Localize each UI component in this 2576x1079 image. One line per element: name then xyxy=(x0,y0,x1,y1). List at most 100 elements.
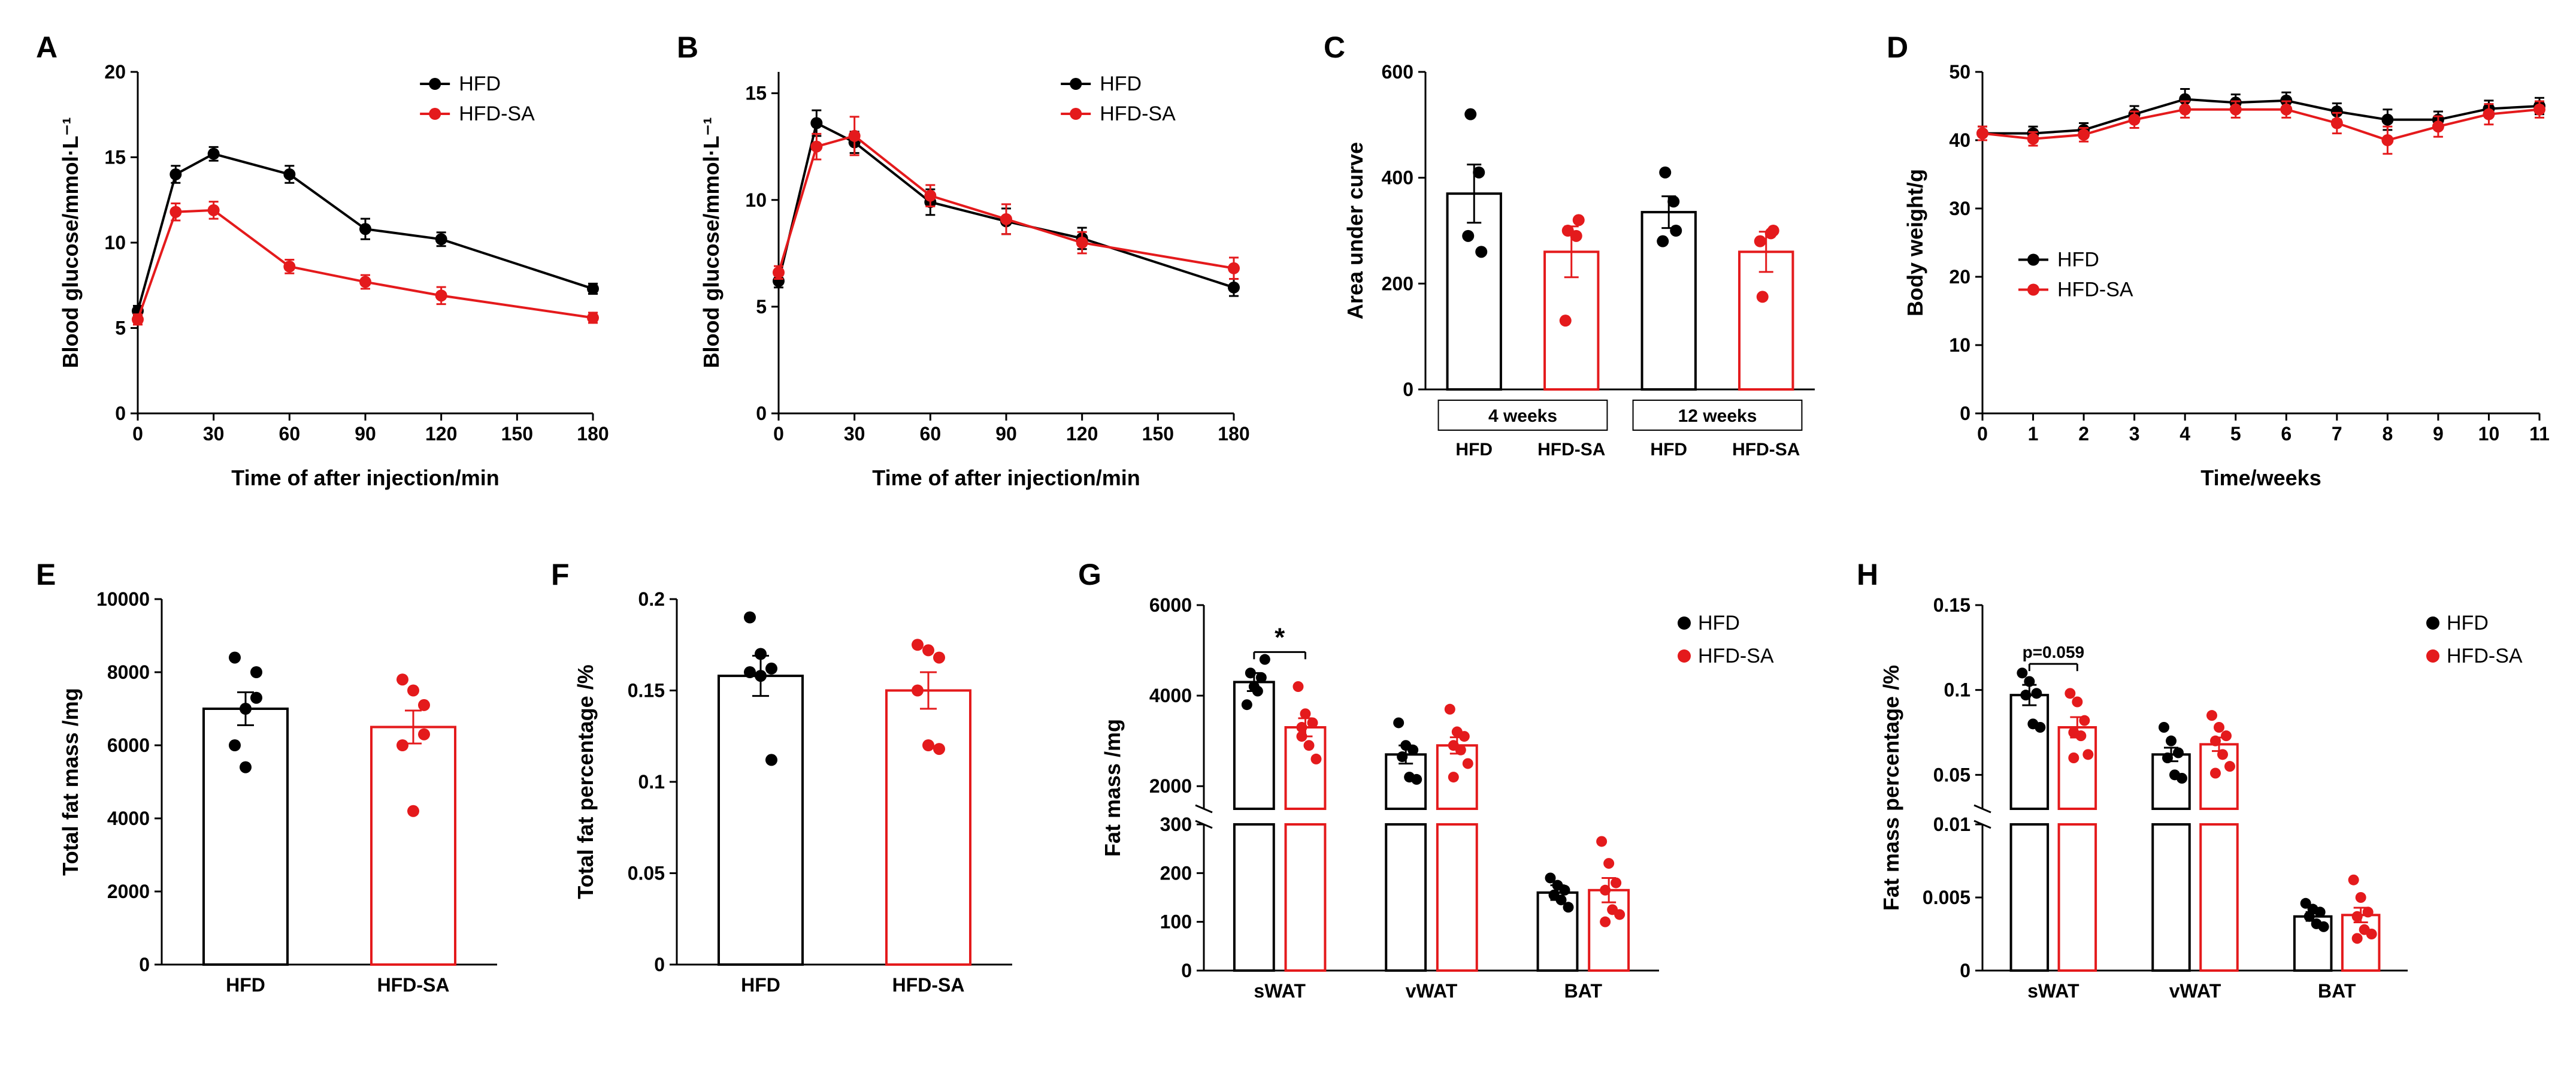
svg-text:HFD-SA: HFD-SA xyxy=(1537,440,1605,460)
svg-text:sWAT: sWAT xyxy=(2027,980,2079,1002)
panel-g: 0100200300200040006000Fat mass /mgsWAT*v… xyxy=(1090,575,1815,1036)
svg-text:0: 0 xyxy=(1181,960,1192,981)
svg-text:HFD-SA: HFD-SA xyxy=(2057,279,2133,301)
svg-text:0.15: 0.15 xyxy=(628,680,665,702)
svg-text:100: 100 xyxy=(1160,911,1192,933)
svg-text:8: 8 xyxy=(2382,423,2393,445)
svg-text:10: 10 xyxy=(2478,423,2500,445)
panel-b: 0306090120150180051015Time of after inje… xyxy=(689,48,1258,509)
panel-a: 030609012015018005101520Time of after in… xyxy=(48,48,617,509)
svg-text:HFD: HFD xyxy=(2057,249,2099,271)
svg-text:0.1: 0.1 xyxy=(1944,679,1970,701)
svg-text:6000: 6000 xyxy=(107,735,150,756)
svg-text:*: * xyxy=(1275,622,1285,652)
svg-text:7: 7 xyxy=(2332,423,2342,445)
svg-text:HFD: HFD xyxy=(2447,612,2489,634)
svg-text:200: 200 xyxy=(1382,273,1413,294)
svg-text:60: 60 xyxy=(920,423,942,445)
svg-text:sWAT: sWAT xyxy=(1254,980,1306,1002)
svg-text:150: 150 xyxy=(501,423,533,445)
svg-text:Total fat percentage /%: Total fat percentage /% xyxy=(573,664,598,899)
svg-text:Total fat mass /mg: Total fat mass /mg xyxy=(58,688,83,875)
svg-text:0: 0 xyxy=(1403,379,1413,400)
svg-text:Time of after injection/min: Time of after injection/min xyxy=(231,466,499,490)
svg-text:0.01: 0.01 xyxy=(1933,814,1970,835)
svg-text:0: 0 xyxy=(1977,423,1988,445)
svg-text:Time of after injection/min: Time of after injection/min xyxy=(872,466,1140,490)
svg-text:Body weight/g: Body weight/g xyxy=(1903,169,1927,316)
svg-text:Blood glucose/mmol·L⁻¹: Blood glucose/mmol·L⁻¹ xyxy=(58,117,83,368)
svg-text:30: 30 xyxy=(1949,198,1970,219)
svg-text:150: 150 xyxy=(1142,423,1174,445)
svg-text:15: 15 xyxy=(745,83,767,104)
svg-text:0.005: 0.005 xyxy=(1923,887,1970,908)
svg-text:HFD: HFD xyxy=(226,974,265,996)
svg-text:300: 300 xyxy=(1160,814,1192,835)
svg-text:4000: 4000 xyxy=(1149,685,1192,706)
svg-text:HFD-SA: HFD-SA xyxy=(1732,440,1800,460)
svg-text:HFD-SA: HFD-SA xyxy=(1100,102,1176,125)
svg-text:10: 10 xyxy=(104,232,126,253)
svg-text:15: 15 xyxy=(104,147,126,168)
svg-text:90: 90 xyxy=(995,423,1017,445)
svg-text:10000: 10000 xyxy=(96,588,150,610)
svg-text:180: 180 xyxy=(577,423,609,445)
svg-text:50: 50 xyxy=(1949,61,1970,83)
svg-text:p=0.059: p=0.059 xyxy=(2023,643,2085,661)
svg-text:0: 0 xyxy=(115,403,126,424)
svg-text:HFD-SA: HFD-SA xyxy=(377,974,450,996)
svg-text:0: 0 xyxy=(139,954,150,975)
svg-text:3: 3 xyxy=(2129,423,2140,445)
svg-text:5: 5 xyxy=(115,318,126,339)
svg-text:2000: 2000 xyxy=(107,881,150,902)
svg-text:Fat mass /mg: Fat mass /mg xyxy=(1100,719,1125,857)
svg-text:0: 0 xyxy=(1960,960,1970,981)
panel-d: 0123456789101101020304050Time/weeksBody … xyxy=(1899,48,2563,509)
svg-text:0: 0 xyxy=(773,423,784,445)
svg-text:4000: 4000 xyxy=(107,808,150,829)
svg-text:HFD-SA: HFD-SA xyxy=(1698,645,1774,667)
svg-text:HFD: HFD xyxy=(741,974,780,996)
panel-f: 0 0.05 0.1 0.15 0.2 Total fat percentage /% HF… xyxy=(563,575,1024,1036)
svg-text:0.1: 0.1 xyxy=(638,771,665,793)
svg-text:40: 40 xyxy=(1949,129,1970,151)
panel-e: 0 2000 4000 6000 8000 10000 Total fat mass /mg… xyxy=(48,575,509,1036)
svg-text:Area under curve: Area under curve xyxy=(1343,142,1367,319)
svg-text:11: 11 xyxy=(2529,423,2550,445)
svg-text:400: 400 xyxy=(1382,167,1413,189)
svg-text:HFD: HFD xyxy=(1455,440,1493,460)
svg-text:9: 9 xyxy=(2433,423,2444,445)
svg-text:0.05: 0.05 xyxy=(1933,764,1970,785)
svg-text:30: 30 xyxy=(203,423,225,445)
svg-text:8000: 8000 xyxy=(107,661,150,683)
svg-text:0: 0 xyxy=(654,954,665,975)
panel-c: 0 200 400 600 Area under curve 4 weeks 12 week… xyxy=(1336,48,1827,509)
svg-text:120: 120 xyxy=(1066,423,1098,445)
svg-text:20: 20 xyxy=(104,61,126,83)
svg-text:10: 10 xyxy=(1949,334,1970,356)
figure: A B C D E F G H 030609012015018005101520… xyxy=(12,12,2576,1067)
svg-text:20: 20 xyxy=(1949,266,1970,288)
svg-text:5: 5 xyxy=(2230,423,2241,445)
svg-text:0.05: 0.05 xyxy=(628,863,665,884)
svg-text:BAT: BAT xyxy=(2318,980,2356,1002)
svg-text:30: 30 xyxy=(844,423,865,445)
svg-text:60: 60 xyxy=(279,423,301,445)
svg-text:vWAT: vWAT xyxy=(1406,980,1458,1002)
svg-text:12 weeks: 12 weeks xyxy=(1678,406,1757,426)
svg-text:0.2: 0.2 xyxy=(638,588,665,610)
svg-text:Fat mass percentage /%: Fat mass percentage /% xyxy=(1879,665,1903,911)
svg-text:Time/weeks: Time/weeks xyxy=(2200,466,2321,490)
svg-text:1: 1 xyxy=(2028,423,2039,445)
svg-text:BAT: BAT xyxy=(1564,980,1603,1002)
svg-text:HFD: HFD xyxy=(459,72,501,95)
svg-text:6000: 6000 xyxy=(1149,594,1192,616)
panel-h: 00.0050.010.050.10.15Fat mass percentage… xyxy=(1869,575,2563,1036)
svg-text:600: 600 xyxy=(1382,61,1413,83)
svg-text:HFD: HFD xyxy=(1100,72,1142,95)
svg-text:4 weeks: 4 weeks xyxy=(1488,406,1557,426)
svg-text:2000: 2000 xyxy=(1149,775,1192,797)
svg-text:HFD: HFD xyxy=(1650,440,1687,460)
svg-text:180: 180 xyxy=(1218,423,1249,445)
svg-text:vWAT: vWAT xyxy=(2169,980,2221,1002)
